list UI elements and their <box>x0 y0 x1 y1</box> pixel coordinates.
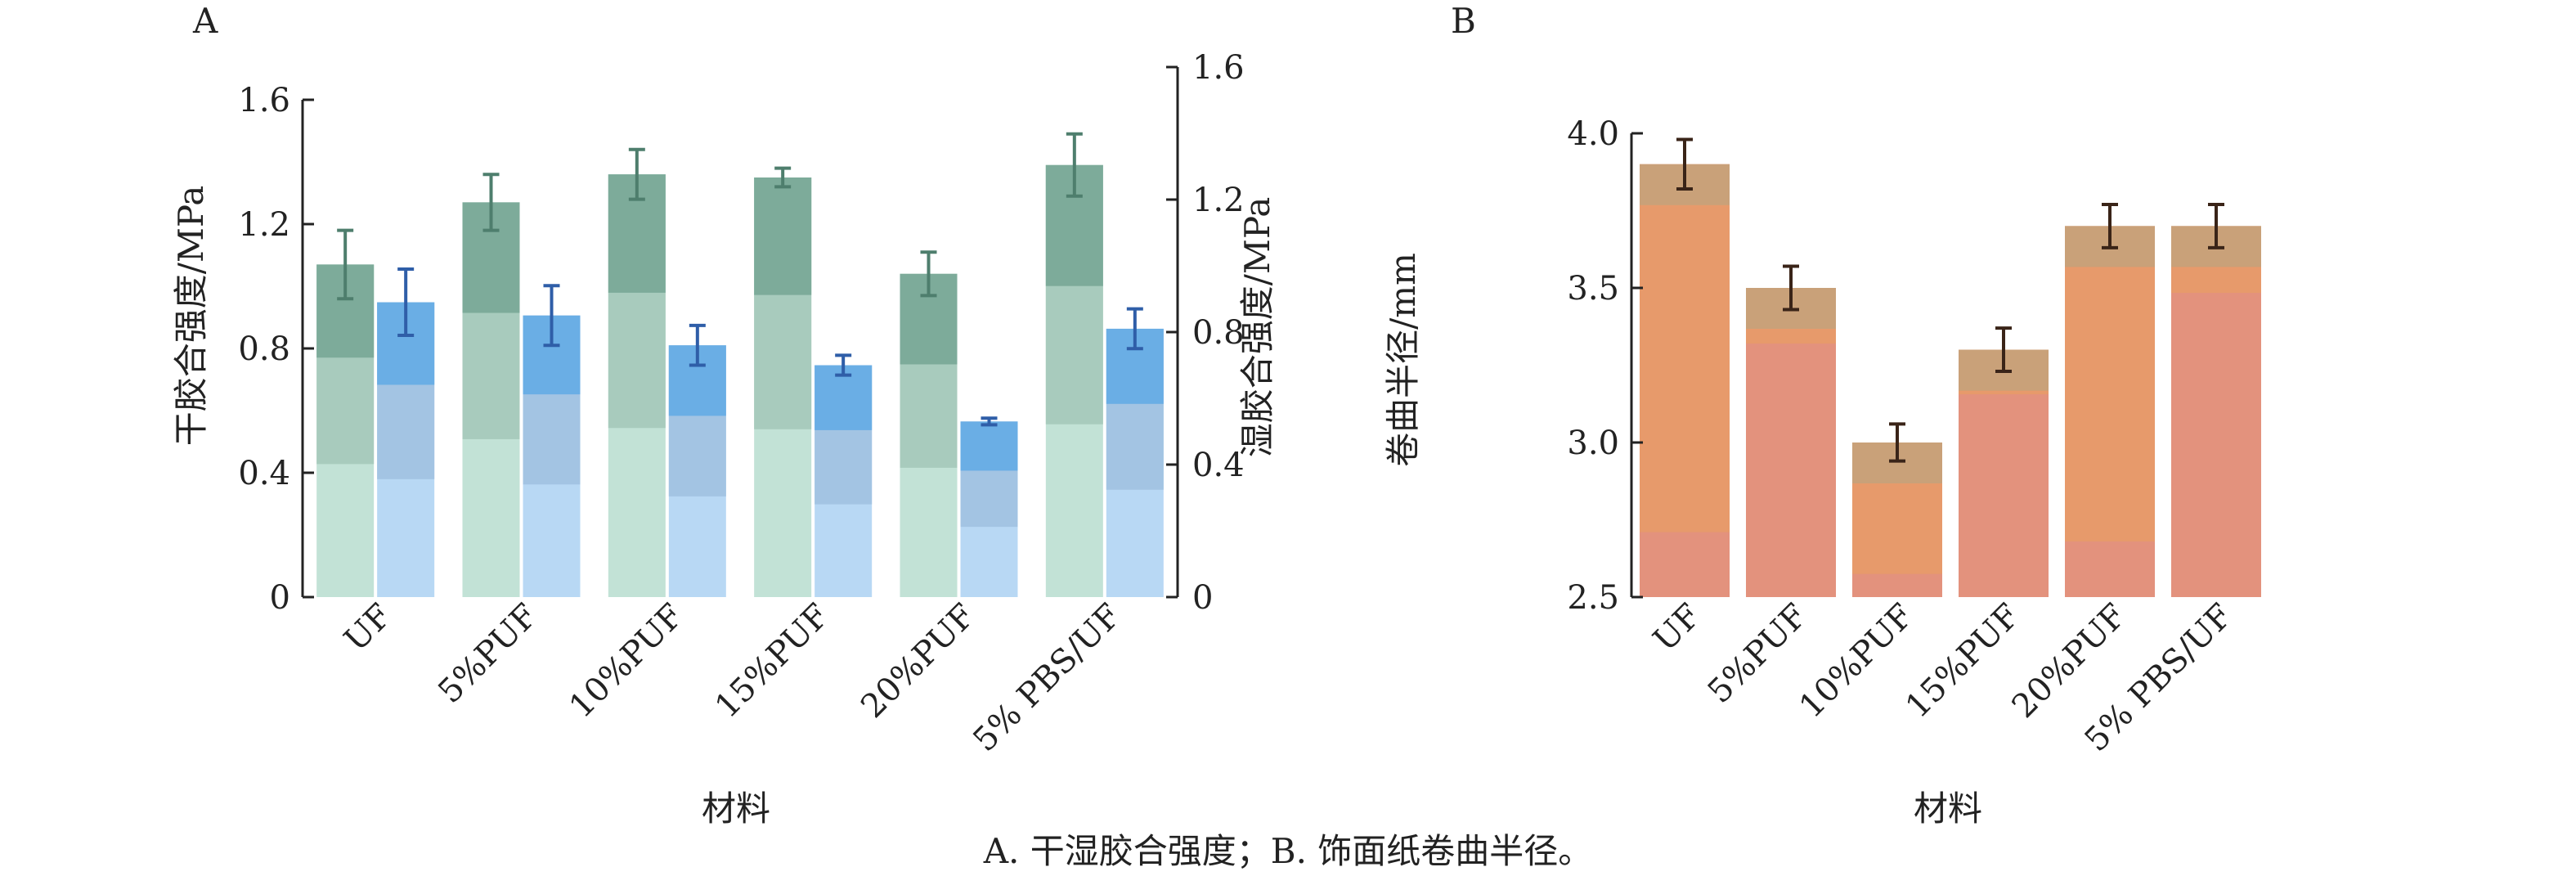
x-tick-label: 5%PUF <box>431 597 545 711</box>
panel-b-left-ticks: 2.5 3.0 3.5 4.0 <box>1567 115 1643 617</box>
panel-b-x-label: 材料 <box>1914 788 1982 829</box>
panel-a-error-bars <box>337 132 1143 427</box>
left-tick-label: 2.5 <box>1567 579 1619 617</box>
figure-caption: A. 干湿胶合强度；B. 饰面纸卷曲半径。 <box>983 831 1593 871</box>
wet-error-bar <box>981 416 998 427</box>
curl-error-bar <box>2102 202 2118 249</box>
dry-error-bar <box>920 250 937 298</box>
wet-bar <box>523 315 581 597</box>
curl-error-bar <box>1889 422 1905 463</box>
panel-b-bars <box>1640 164 2261 598</box>
dry-bar <box>608 174 666 597</box>
panel-a-bars <box>316 164 1164 598</box>
left-tick-label: 1.6 <box>238 82 290 119</box>
curl-error-bar <box>2208 202 2224 249</box>
right-tick-label: 1.2 <box>1192 182 1245 219</box>
wet-bar <box>668 345 726 597</box>
panel-a-right-ticks: 0 0.4 0.8 1.2 1.6 <box>1166 49 1245 617</box>
curl-bar <box>1746 288 1836 597</box>
x-tick-label: 5% PBS/UF <box>966 597 1129 760</box>
panel-a-y-label-right: 湿胶合强度/MPa <box>1237 197 1277 458</box>
dry-bar <box>1045 164 1103 598</box>
curl-error-bar <box>1676 137 1693 191</box>
x-tick-label: 10%PUF <box>563 597 691 726</box>
curl-bar <box>2065 226 2155 597</box>
right-tick-label: 1.6 <box>1192 49 1245 87</box>
dry-bar <box>462 202 520 597</box>
curl-bar <box>2171 226 2261 597</box>
left-tick-label: 0 <box>270 579 290 617</box>
wet-error-bar <box>397 267 415 338</box>
dry-error-bar <box>628 147 645 201</box>
wet-bar <box>960 421 1018 597</box>
right-tick-label: 0.8 <box>1192 314 1245 352</box>
right-tick-label: 0 <box>1192 579 1213 617</box>
panel-a-x-label: 材料 <box>702 788 770 829</box>
dry-error-bar <box>774 166 792 189</box>
curl-bar <box>1959 349 2049 597</box>
wet-bar <box>377 302 435 597</box>
wet-bar <box>815 365 873 597</box>
x-tick-label: 20%PUF <box>854 597 982 726</box>
panel-a-left-ticks: 0 0.4 0.8 1.2 1.6 <box>238 82 314 617</box>
panel-b-y-label: 卷曲半径/mm <box>1383 253 1423 467</box>
wet-error-bar <box>835 353 852 377</box>
left-tick-label: 1.2 <box>238 206 290 244</box>
x-tick-label: 15%PUF <box>1899 597 2027 726</box>
x-tick-label: 10%PUF <box>1793 597 1921 726</box>
left-tick-label: 0.4 <box>238 455 290 492</box>
dry-error-bar <box>482 173 500 232</box>
wet-error-bar <box>689 323 706 367</box>
left-tick-label: 4.0 <box>1567 115 1619 153</box>
x-tick-label: UF <box>1646 597 1708 659</box>
dry-bar <box>316 264 375 597</box>
panel-a: A 0 0.4 0.8 1.2 1.6 0 0.4 0.8 1.2 1.6 UF 5%PUF 10%… <box>171 1 1277 829</box>
panel-b: B 2.53.03.54.0 UF5%PUF10%PUF15%PUF20%PUF… <box>1383 1 2261 829</box>
right-tick-label: 0.4 <box>1192 447 1245 484</box>
left-tick-label: 0.8 <box>238 330 290 368</box>
dry-error-bar <box>1066 132 1083 198</box>
curl-bar-mid <box>2065 226 2155 541</box>
panel-a-y-label: 干胶合强度/MPa <box>171 186 211 447</box>
curl-error-bar <box>1995 326 2012 374</box>
curl-bar <box>1852 442 1942 597</box>
dry-bar-top <box>754 177 812 295</box>
x-tick-label: UF <box>337 597 399 659</box>
panel-b-error-bars <box>1676 137 2224 463</box>
wet-error-bar <box>1126 307 1143 351</box>
panel-a-label: A <box>192 1 218 41</box>
panel-b-label: B <box>1451 1 1476 41</box>
curl-bar-mid <box>1640 164 1730 532</box>
left-tick-label: 3.5 <box>1567 270 1619 308</box>
x-tick-label: 15%PUF <box>708 597 837 726</box>
curl-bar <box>1640 164 1730 598</box>
dry-error-bar <box>337 228 354 301</box>
wet-error-bar <box>543 284 560 348</box>
wet-bar-top <box>960 421 1018 471</box>
dry-bar <box>754 177 812 597</box>
dry-bar <box>900 273 958 597</box>
wet-bar <box>1106 328 1164 597</box>
curl-error-bar <box>1783 264 1799 312</box>
left-tick-label: 3.0 <box>1567 425 1619 462</box>
